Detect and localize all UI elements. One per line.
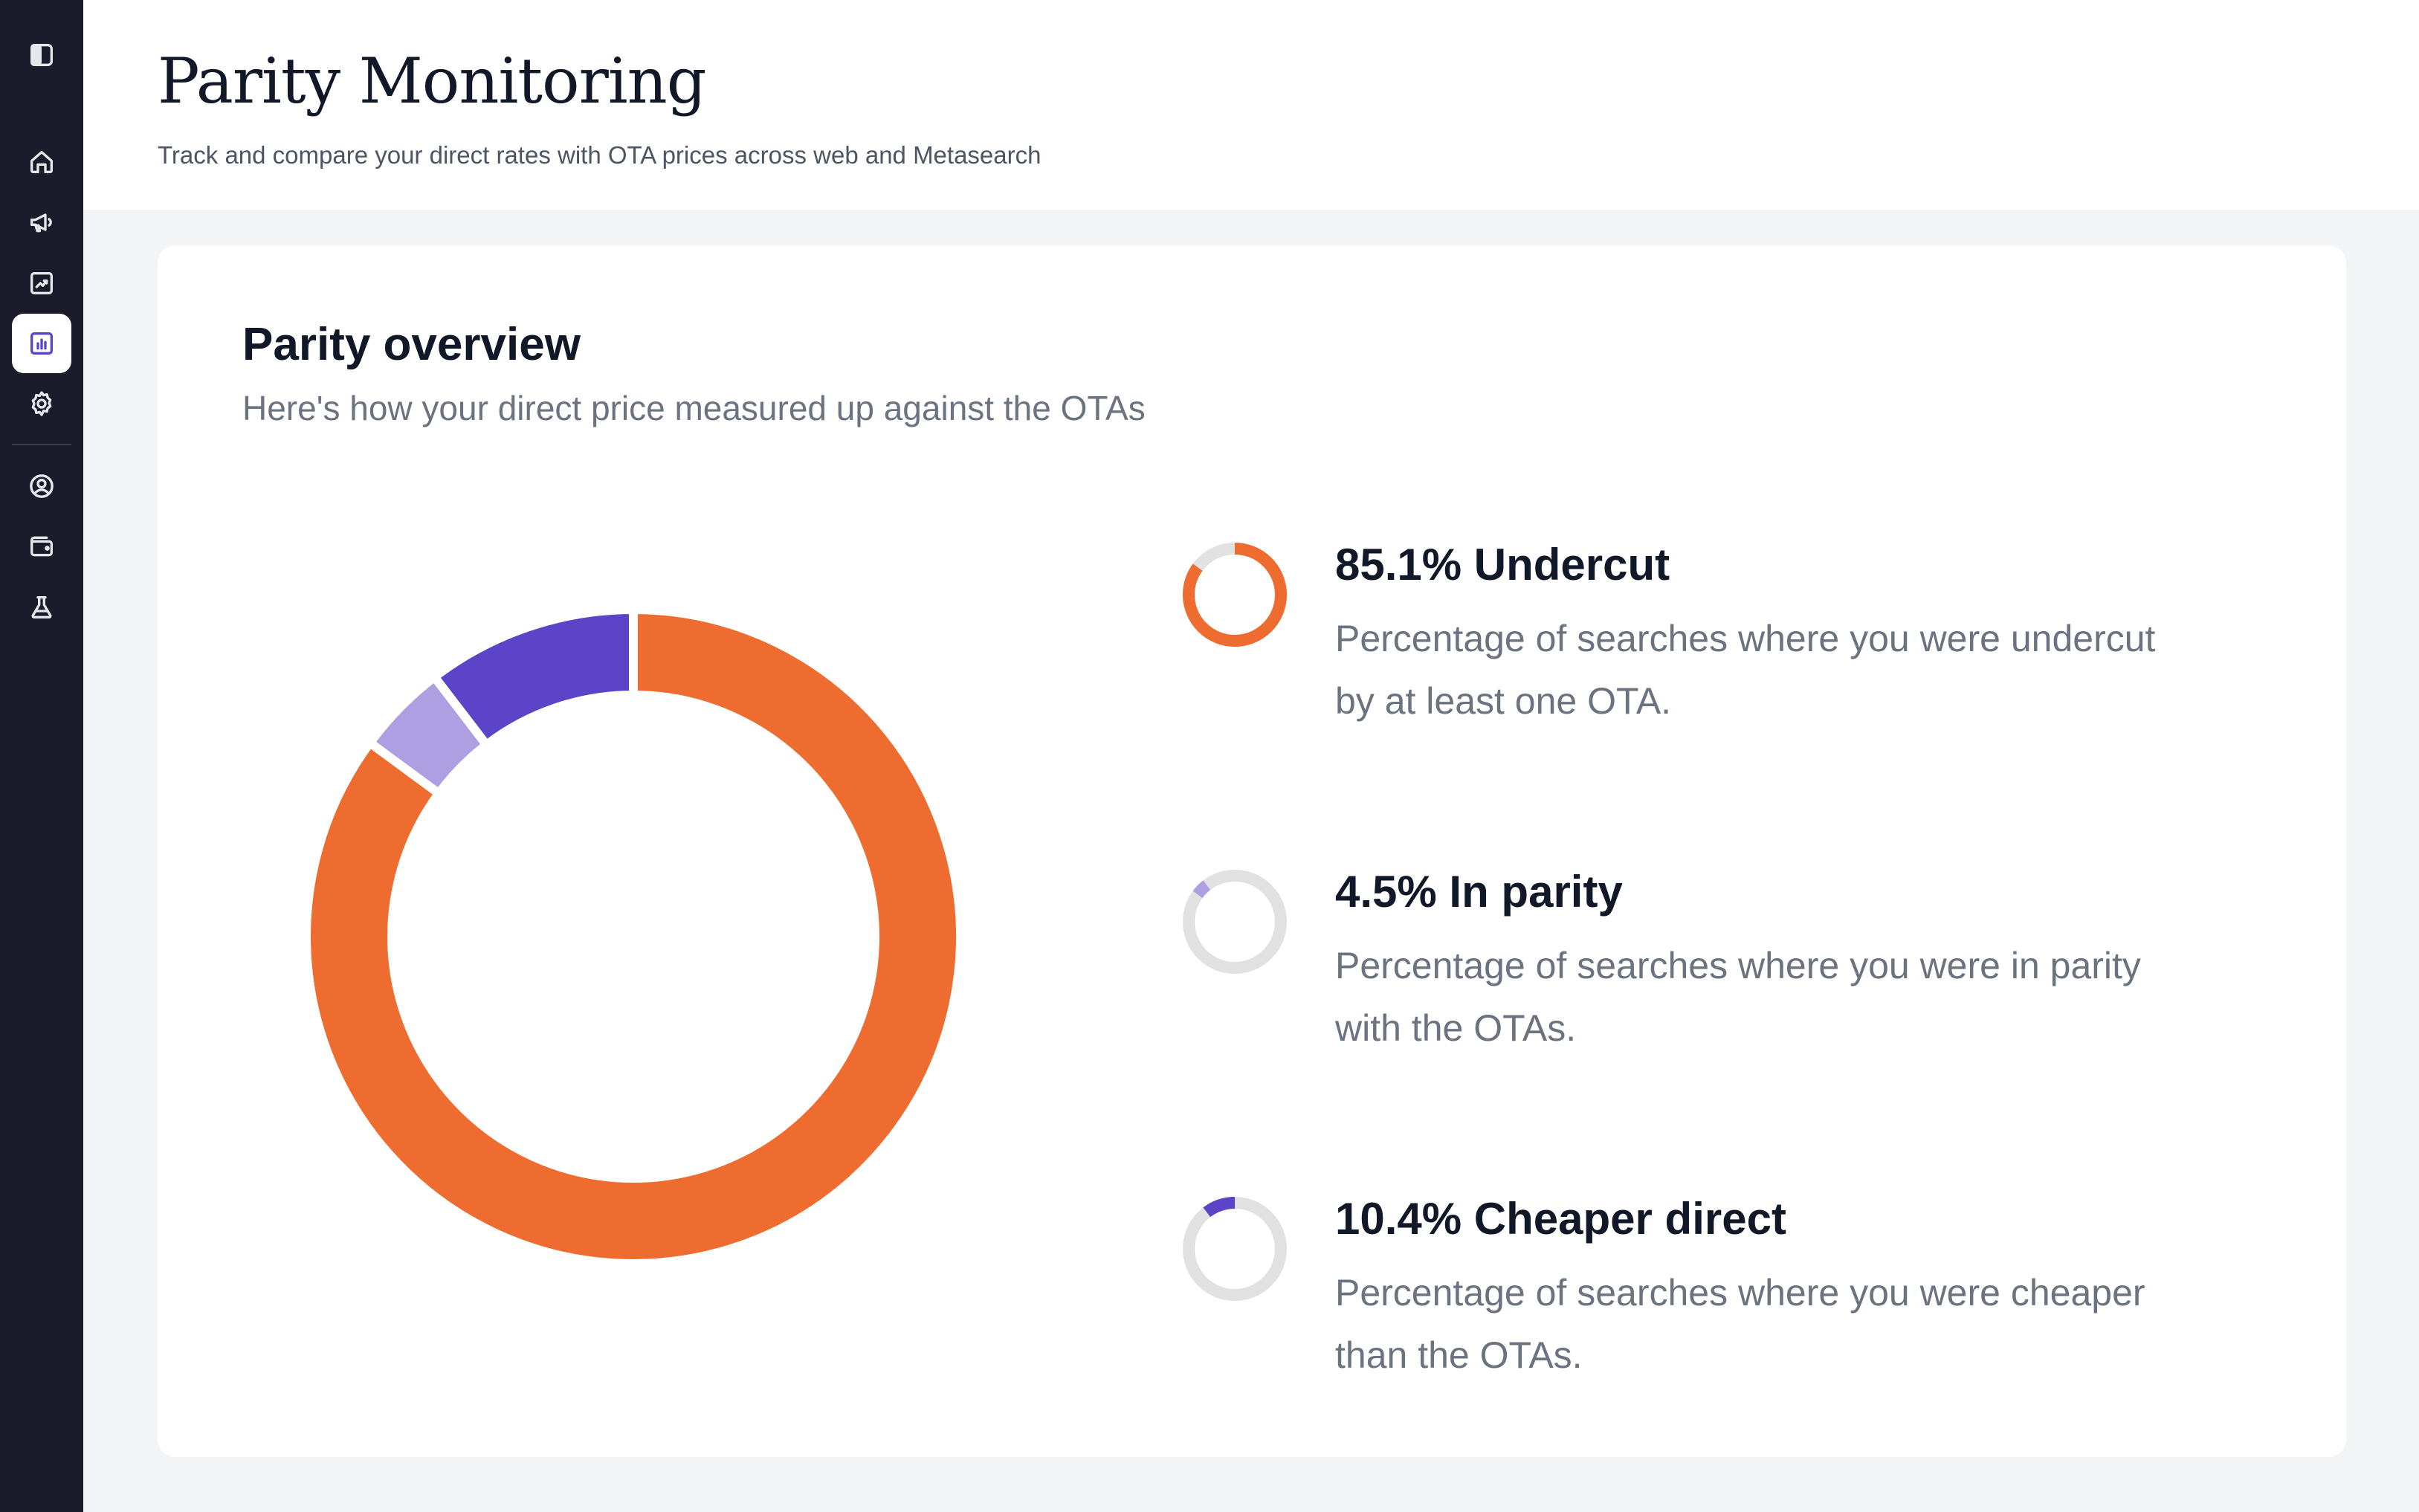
page-title: Parity Monitoring	[158, 45, 707, 117]
mini-donut-track	[1183, 870, 1287, 974]
legend-heading: 10.4% Cheaper direct	[1335, 1194, 1786, 1244]
legend-heading: 85.1% Undercut	[1335, 540, 1670, 589]
legend-description: Percentage of searches where you were ch…	[1335, 1272, 2145, 1376]
sidebar-toggle-icon	[30, 44, 53, 66]
sidebar-item-labs[interactable]	[12, 578, 71, 637]
sidebar-item-account[interactable]	[12, 456, 71, 516]
card-title: Parity overview	[242, 319, 581, 370]
sidebar-item-marketing[interactable]	[12, 193, 71, 252]
page-header: Parity Monitoring Track and compare your…	[83, 0, 2419, 210]
legend-item-cheaper-direct: 10.4% Cheaper direct Percentage of searc…	[1179, 1193, 2294, 1416]
donut-slice-cheaper-direct	[428, 604, 638, 752]
sidebar-toggle-button[interactable]	[12, 25, 71, 85]
parity-overview-card: Parity overview Here's how your direct p…	[158, 245, 2346, 1457]
parity-donut-chart	[302, 604, 965, 1268]
flask-icon	[31, 596, 52, 618]
legend-item-undercut: 85.1% Undercut Percentage of searches wh…	[1179, 539, 2294, 762]
sidebar-item-settings[interactable]	[12, 374, 71, 433]
wallet-icon	[30, 536, 54, 557]
undercut-mini-donut	[1183, 543, 1287, 647]
donut-slice-undercut	[302, 604, 965, 1268]
sidebar-item-home[interactable]	[12, 132, 71, 192]
bar-chart-icon	[30, 332, 53, 355]
card-subtitle: Here's how your direct price measured up…	[242, 389, 1146, 427]
trend-chart-icon	[30, 272, 53, 294]
in-parity-mini-donut	[1183, 870, 1287, 974]
sidebar-item-billing[interactable]	[12, 517, 71, 576]
mini-donut-value-arc	[1183, 870, 1287, 974]
sidebar-item-parity[interactable]	[12, 314, 71, 373]
sidebar-item-analytics[interactable]	[12, 253, 71, 313]
mini-donut-value-arc	[1183, 543, 1287, 647]
legend-heading: 4.5% In parity	[1335, 867, 1623, 917]
sidebar	[0, 0, 83, 1512]
mini-donut-value-arc	[1183, 1197, 1287, 1301]
legend-description: Percentage of searches where you were un…	[1335, 618, 2156, 722]
mini-donut-track	[1183, 1197, 1287, 1301]
cheaper-direct-mini-donut	[1183, 1197, 1287, 1301]
home-icon	[30, 151, 54, 173]
page-subtitle: Track and compare your direct rates with…	[158, 141, 1041, 169]
legend-item-in-parity: 4.5% In parity Percentage of searches wh…	[1179, 866, 2294, 1089]
sidebar-divider	[12, 444, 71, 445]
gear-icon	[31, 391, 52, 416]
legend-description: Percentage of searches where you were in…	[1335, 945, 2141, 1049]
megaphone-icon	[30, 213, 52, 233]
user-circle-icon	[30, 474, 54, 498]
